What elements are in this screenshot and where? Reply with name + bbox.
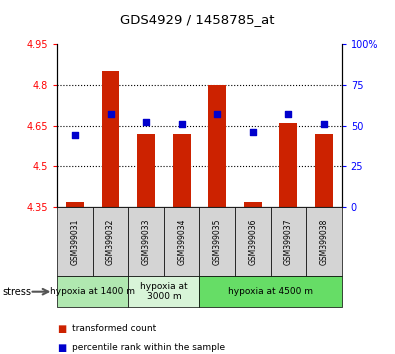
- Bar: [244, 202, 262, 207]
- Bar: [315, 134, 333, 207]
- Text: GSM399036: GSM399036: [248, 218, 257, 265]
- Text: GSM399034: GSM399034: [177, 218, 186, 265]
- Text: hypoxia at 1400 m: hypoxia at 1400 m: [50, 287, 135, 296]
- Point: [321, 121, 327, 127]
- Text: GDS4929 / 1458785_at: GDS4929 / 1458785_at: [120, 13, 275, 26]
- Bar: [209, 85, 226, 207]
- Text: ■: ■: [57, 324, 66, 333]
- Text: transformed count: transformed count: [72, 324, 156, 333]
- Point: [214, 112, 220, 117]
- Text: ■: ■: [57, 343, 66, 353]
- Point: [72, 133, 78, 138]
- Bar: [102, 72, 120, 207]
- Text: stress: stress: [2, 287, 31, 297]
- Text: hypoxia at
3000 m: hypoxia at 3000 m: [140, 282, 188, 301]
- Point: [107, 112, 114, 117]
- Text: GSM399033: GSM399033: [142, 218, 150, 265]
- Bar: [137, 134, 155, 207]
- Text: hypoxia at 4500 m: hypoxia at 4500 m: [228, 287, 313, 296]
- Text: GSM399031: GSM399031: [71, 218, 79, 265]
- Text: GSM399038: GSM399038: [320, 218, 328, 265]
- Bar: [173, 134, 191, 207]
- Point: [179, 121, 185, 127]
- Bar: [280, 123, 297, 207]
- Point: [250, 129, 256, 135]
- Point: [285, 112, 292, 117]
- Point: [143, 120, 149, 125]
- Text: GSM399035: GSM399035: [213, 218, 222, 265]
- Text: GSM399037: GSM399037: [284, 218, 293, 265]
- Text: percentile rank within the sample: percentile rank within the sample: [72, 343, 226, 353]
- Text: GSM399032: GSM399032: [106, 218, 115, 265]
- Bar: [66, 202, 84, 207]
